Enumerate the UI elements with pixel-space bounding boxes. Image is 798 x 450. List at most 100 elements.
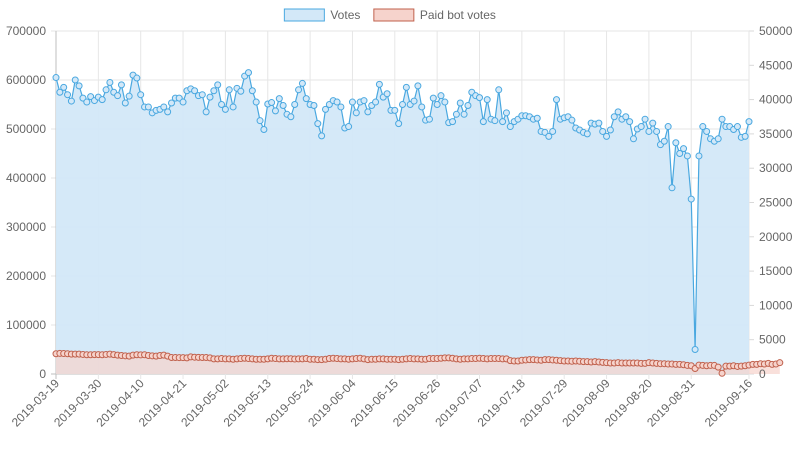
data-point (221, 105, 229, 113)
data-point (202, 108, 210, 116)
data-point (745, 118, 753, 126)
data-point (210, 87, 218, 95)
y-left-tick-label: 300000 (6, 220, 46, 234)
data-point (568, 116, 576, 124)
data-point (549, 127, 557, 135)
data-point (683, 152, 691, 160)
data-point (245, 69, 252, 77)
data-point (641, 115, 649, 123)
data-point (491, 117, 499, 125)
data-point (298, 79, 306, 87)
data-point (98, 96, 106, 104)
data-point (310, 101, 318, 109)
series-votes (52, 69, 753, 375)
data-point (168, 99, 175, 107)
data-point (637, 123, 645, 131)
data-point (160, 103, 168, 111)
data-point (630, 135, 637, 143)
data-point (64, 91, 72, 99)
data-point (680, 145, 688, 153)
data-point (383, 90, 391, 98)
data-point (437, 92, 445, 100)
x-tick-label: 2019-09-16 (702, 376, 756, 430)
data-point (395, 120, 403, 128)
data-point (718, 115, 726, 123)
legend-label: Votes (330, 8, 360, 22)
data-point (214, 81, 222, 89)
data-point (418, 103, 426, 111)
data-point (302, 95, 310, 103)
data-point (402, 83, 410, 91)
data-point (322, 105, 329, 113)
data-point (610, 113, 618, 121)
series-layer (52, 69, 784, 377)
data-point (676, 150, 684, 157)
data-point (117, 81, 125, 89)
y-right-tick-label: 40000 (759, 93, 793, 107)
data-point (664, 123, 672, 131)
data-point (410, 97, 418, 105)
data-point (225, 86, 233, 94)
y-axis-left: 0 100000 200000 300000 400000 500000 600000 700… (6, 24, 46, 381)
y-left-tick-label: 0 (39, 367, 46, 381)
data-point (599, 127, 607, 135)
y-right-tick-label: 45000 (759, 58, 793, 72)
data-point (133, 74, 141, 82)
y-left-tick-label: 100000 (6, 318, 46, 332)
data-point (441, 98, 449, 106)
data-point (687, 195, 695, 203)
series-area (56, 353, 780, 374)
data-point (718, 369, 726, 377)
data-point (733, 123, 741, 131)
data-point (252, 98, 260, 106)
data-point (449, 118, 457, 126)
data-point (660, 137, 668, 145)
data-point (295, 86, 303, 94)
data-point (452, 110, 460, 118)
legend-swatch (283, 8, 325, 22)
data-point (71, 76, 79, 84)
data-point (483, 96, 491, 104)
data-point (179, 98, 187, 106)
data-point (191, 87, 199, 95)
data-point (425, 115, 433, 123)
data-point (399, 101, 406, 108)
legend-item[interactable]: Votes (283, 8, 360, 22)
data-point (287, 113, 295, 121)
data-point (499, 118, 507, 126)
data-point (237, 87, 245, 95)
data-point (137, 91, 145, 99)
data-point (268, 99, 276, 107)
data-point (271, 107, 279, 115)
data-point (714, 363, 722, 371)
data-point (691, 346, 699, 353)
data-point (653, 127, 661, 135)
data-point (476, 94, 483, 102)
data-point (291, 101, 299, 108)
y-left-tick-label: 400000 (6, 171, 46, 185)
y-left-tick-label: 500000 (6, 122, 46, 136)
legend: Votes Paid bot votes (283, 8, 496, 22)
y-right-tick-label: 10000 (759, 298, 793, 312)
data-point (533, 114, 541, 122)
legend-label: Paid bot votes (420, 8, 496, 22)
data-point (703, 127, 711, 135)
data-point (372, 98, 380, 106)
y-right-tick-label: 20000 (759, 230, 793, 244)
data-point (206, 93, 214, 101)
data-point (649, 119, 657, 127)
data-point (553, 96, 560, 104)
data-point (622, 113, 630, 121)
data-point (52, 74, 60, 82)
data-point (229, 103, 237, 111)
legend-item[interactable]: Paid bot votes (373, 8, 496, 22)
data-point (56, 88, 64, 96)
data-point (595, 119, 603, 127)
data-point (333, 98, 341, 106)
data-point (164, 108, 172, 116)
data-point (337, 103, 345, 111)
y-right-tick-label: 35000 (759, 127, 793, 141)
data-point (614, 108, 622, 116)
series-paid-bot-votes (52, 349, 784, 377)
